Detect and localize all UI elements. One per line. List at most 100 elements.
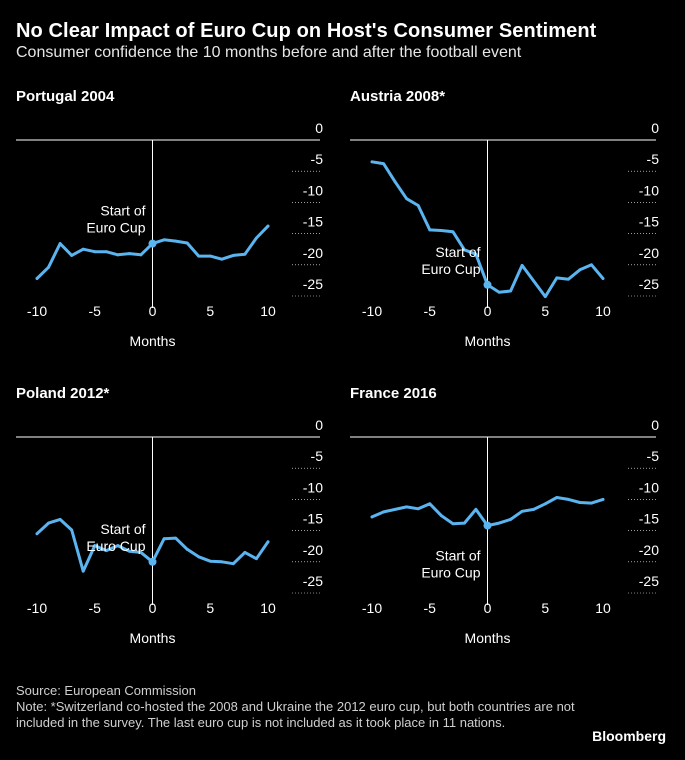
data-point-2-1 bbox=[382, 162, 385, 166]
y-tick-label-1-0: 0 bbox=[315, 120, 323, 136]
x-tick-label-2-2: 0 bbox=[484, 303, 492, 319]
source-text: Source: European Commission bbox=[16, 683, 196, 698]
annotation-line2-3: Euro Cup bbox=[86, 538, 145, 554]
x-tick-label-3-3: 5 bbox=[206, 600, 214, 616]
data-point-3-3 bbox=[70, 528, 74, 532]
data-point-2-0 bbox=[370, 160, 374, 164]
y-tick-label-1-5: -25 bbox=[303, 276, 323, 292]
footnote-text: Note: *Switzerland co-hosted the 2008 an… bbox=[16, 699, 575, 730]
y-tick-label-1-3: -15 bbox=[303, 214, 323, 230]
x-tick-label-3-2: 0 bbox=[149, 600, 157, 616]
x-tick-label-3-1: -5 bbox=[89, 600, 102, 616]
data-point-4-18 bbox=[578, 501, 582, 504]
data-point-3-5 bbox=[93, 544, 97, 547]
data-point-4-17 bbox=[566, 498, 570, 501]
data-point-4-3 bbox=[405, 505, 409, 509]
y-tick-label-4-4: -20 bbox=[639, 542, 659, 558]
x-tick-label-3-4: 10 bbox=[260, 600, 276, 616]
data-point-4-13 bbox=[520, 509, 524, 513]
y-tick-label-2-3: -15 bbox=[639, 214, 659, 230]
y-tick-label-3-1: -5 bbox=[311, 448, 324, 464]
data-point-1-14 bbox=[197, 254, 201, 258]
x-tick-label-2-3: 5 bbox=[541, 303, 549, 319]
y-tick-label-2-2: -10 bbox=[639, 182, 659, 198]
data-point-1-4 bbox=[81, 247, 85, 251]
panel-title-2: Austria 2008* bbox=[350, 88, 445, 105]
data-point-2-14 bbox=[532, 279, 536, 283]
data-point-2-12 bbox=[509, 289, 512, 293]
x-axis-label-4: Months bbox=[465, 630, 511, 646]
data-point-2-6 bbox=[439, 229, 443, 232]
data-point-4-9 bbox=[474, 507, 478, 511]
data-point-3-17 bbox=[231, 562, 235, 566]
data-point-4-12 bbox=[509, 517, 512, 521]
x-tick-label-3-0: -10 bbox=[27, 600, 47, 616]
y-tick-label-2-5: -25 bbox=[639, 276, 659, 292]
data-point-2-7 bbox=[451, 230, 455, 234]
data-point-1-0 bbox=[35, 277, 39, 280]
y-tick-label-1-4: -20 bbox=[303, 245, 323, 261]
y-tick-label-2-1: -5 bbox=[647, 151, 660, 167]
data-point-2-4 bbox=[416, 204, 420, 207]
data-point-1-5 bbox=[93, 250, 97, 254]
x-tick-label-4-4: 10 bbox=[595, 600, 611, 616]
y-tick-label-1-1: -5 bbox=[311, 151, 324, 167]
panel-title-4: France 2016 bbox=[350, 385, 437, 402]
y-tick-label-4-5: -25 bbox=[639, 573, 659, 589]
data-point-4-7 bbox=[451, 522, 455, 526]
y-tick-label-1-2: -10 bbox=[303, 182, 323, 198]
x-tick-label-1-2: 0 bbox=[149, 303, 157, 319]
annotation-line1-4: Start of bbox=[435, 548, 480, 564]
chart-title: No Clear Impact of Euro Cup on Host's Co… bbox=[16, 20, 597, 42]
data-point-1-17 bbox=[231, 254, 235, 257]
data-point-4-1 bbox=[382, 510, 385, 514]
data-point-3-16 bbox=[220, 560, 224, 564]
data-point-1-16 bbox=[220, 257, 224, 261]
brand-logo: Bloomberg bbox=[592, 728, 666, 744]
data-point-2-5 bbox=[428, 228, 432, 232]
data-point-3-0 bbox=[35, 532, 39, 536]
data-point-3-11 bbox=[162, 537, 166, 541]
x-axis-label-2: Months bbox=[465, 333, 511, 349]
data-point-4-11 bbox=[497, 521, 501, 525]
data-point-1-12 bbox=[174, 239, 178, 243]
x-axis-label-3: Months bbox=[130, 630, 176, 646]
data-point-1-6 bbox=[104, 250, 108, 254]
x-axis-label-1: Months bbox=[130, 333, 176, 349]
x-tick-label-1-1: -5 bbox=[89, 303, 102, 319]
event-marker-1-10 bbox=[148, 239, 157, 248]
data-point-3-13 bbox=[185, 547, 189, 551]
data-point-2-19 bbox=[590, 263, 593, 267]
annotation-line2-1: Euro Cup bbox=[86, 220, 145, 236]
data-point-2-16 bbox=[555, 276, 559, 280]
x-tick-label-2-0: -10 bbox=[362, 303, 382, 319]
data-point-1-9 bbox=[139, 253, 143, 257]
data-point-1-18 bbox=[243, 252, 247, 256]
x-tick-label-1-0: -10 bbox=[27, 303, 47, 319]
y-tick-label-3-0: 0 bbox=[315, 417, 323, 433]
data-point-4-6 bbox=[439, 514, 443, 518]
data-point-2-2 bbox=[393, 180, 397, 184]
data-point-4-0 bbox=[370, 515, 374, 519]
data-point-2-17 bbox=[566, 277, 570, 281]
y-tick-label-4-1: -5 bbox=[647, 448, 660, 464]
data-point-4-2 bbox=[393, 507, 397, 511]
data-point-3-15 bbox=[208, 559, 212, 563]
data-point-1-2 bbox=[58, 242, 62, 245]
y-tick-label-3-5: -25 bbox=[303, 573, 323, 589]
data-point-1-8 bbox=[127, 252, 131, 255]
y-tick-label-4-0: 0 bbox=[651, 417, 659, 433]
data-point-2-13 bbox=[520, 264, 524, 267]
data-point-3-9 bbox=[139, 551, 143, 554]
data-point-2-9 bbox=[474, 252, 478, 256]
data-point-1-1 bbox=[47, 265, 50, 269]
event-marker-3-10 bbox=[148, 557, 157, 566]
data-point-4-5 bbox=[428, 502, 432, 506]
data-point-1-15 bbox=[208, 254, 212, 258]
data-point-3-1 bbox=[47, 521, 50, 525]
data-point-4-19 bbox=[590, 501, 593, 505]
annotation-line1-1: Start of bbox=[100, 203, 145, 219]
annotation-line2-4: Euro Cup bbox=[421, 565, 480, 581]
event-marker-4-10 bbox=[483, 521, 492, 530]
